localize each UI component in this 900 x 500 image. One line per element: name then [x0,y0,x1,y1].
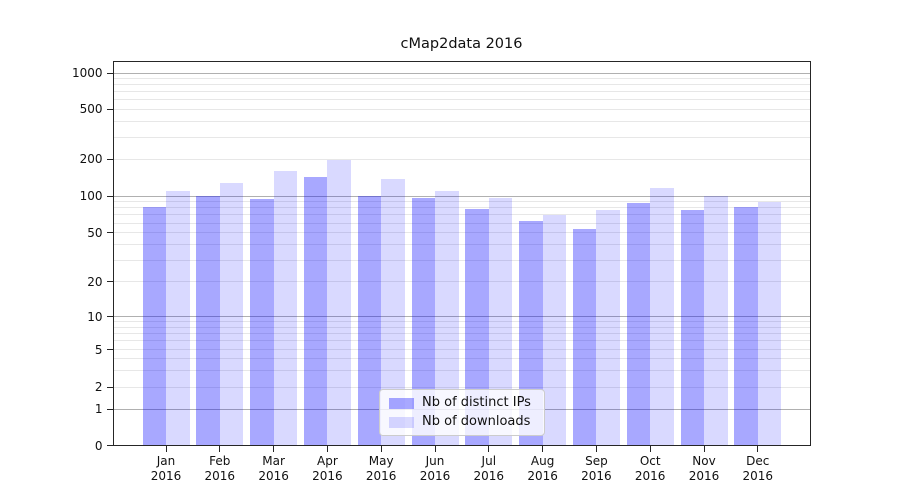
legend-swatch-distinct-ips [389,397,414,409]
x-axis-tick [219,446,221,452]
bar-distinct-ips [572,228,597,446]
legend-label-downloads: Nb of downloads [422,414,531,429]
x-axis-tick-label: May 2016 [365,453,397,483]
chart-title: cMap2data 2016 [400,36,523,52]
x-axis-tick [380,446,382,452]
x-axis-tick-label: Jun 2016 [419,453,451,483]
bar-downloads [381,179,405,446]
x-axis-tick-label: Oct 2016 [634,453,666,483]
x-axis-tick [542,446,544,452]
plot-frame [113,61,811,446]
bar-distinct-ips [357,196,382,446]
x-axis-tick [595,446,597,452]
chart-legend: Nb of distinct IPs Nb of downloads [379,389,545,436]
bar-downloads [166,190,190,446]
bar-downloads [435,190,459,446]
y-axis-tick [106,386,113,388]
y-axis-tick [106,316,113,318]
y-axis-tick [106,408,113,410]
y-axis-tick-label: 200 [79,152,103,167]
bar-distinct-ips [142,206,166,446]
bar-distinct-ips [626,203,651,446]
x-axis-tick [165,446,167,452]
legend-swatch-downloads [389,416,414,428]
x-axis-tick-label: Feb 2016 [204,453,236,483]
y-axis-tick [106,232,113,234]
y-axis-tick [106,445,113,446]
legend-entry-distinct-ips: Nb of distinct IPs [389,396,535,410]
bar-downloads [273,170,298,446]
bar-downloads [704,196,728,446]
y-axis-tick-label: 500 [79,102,103,117]
y-axis-tick [106,72,113,74]
x-axis-tick [326,446,328,452]
x-axis-tick-label: Apr 2016 [312,453,343,483]
y-axis-tick [106,108,113,110]
x-axis-tick [649,446,651,452]
y-axis-tick [106,281,113,283]
y-axis-tick-label: 1 [94,402,103,416]
bar-distinct-ips [303,176,328,446]
y-axis-tick-label: 0 [94,438,103,453]
y-axis-tick-label: 100 [79,189,103,203]
y-axis-tick-label: 50 [87,225,103,240]
y-axis-tick-label: 1000 [71,66,103,81]
x-axis-tick [703,446,705,452]
y-axis-tick [106,158,113,160]
bar-distinct-ips [734,207,758,446]
bar-distinct-ips [250,199,274,446]
legend-entry-downloads: Nb of downloads [389,415,535,429]
x-axis-tick-label: Aug 2016 [527,453,558,483]
y-axis-tick-label: 5 [94,342,103,357]
y-axis-tick-label: 2 [94,380,103,395]
x-axis-tick-label: Jul 2016 [473,453,505,483]
x-axis-tick-label: Sep 2016 [581,453,612,483]
y-axis-tick-label: 10 [87,309,103,324]
bar-downloads [219,182,244,446]
x-axis-tick [434,446,436,452]
x-axis-tick [757,446,759,452]
bar-downloads [542,214,567,446]
bar-distinct-ips [196,196,220,446]
x-axis-tick-label: Mar 2016 [258,453,289,483]
x-axis-tick [273,446,275,452]
y-axis-tick [106,195,113,197]
legend-label-distinct-ips: Nb of distinct IPs [422,395,531,410]
x-axis-tick [488,446,490,452]
bar-downloads [327,160,351,446]
x-axis-tick-label: Nov 2016 [688,453,720,483]
bar-downloads [757,202,782,446]
y-axis-tick [106,349,113,350]
x-axis-tick-label: Jan 2016 [150,453,182,483]
x-axis-tick-label: Dec 2016 [742,453,774,483]
y-axis-tick-label: 20 [87,274,103,289]
